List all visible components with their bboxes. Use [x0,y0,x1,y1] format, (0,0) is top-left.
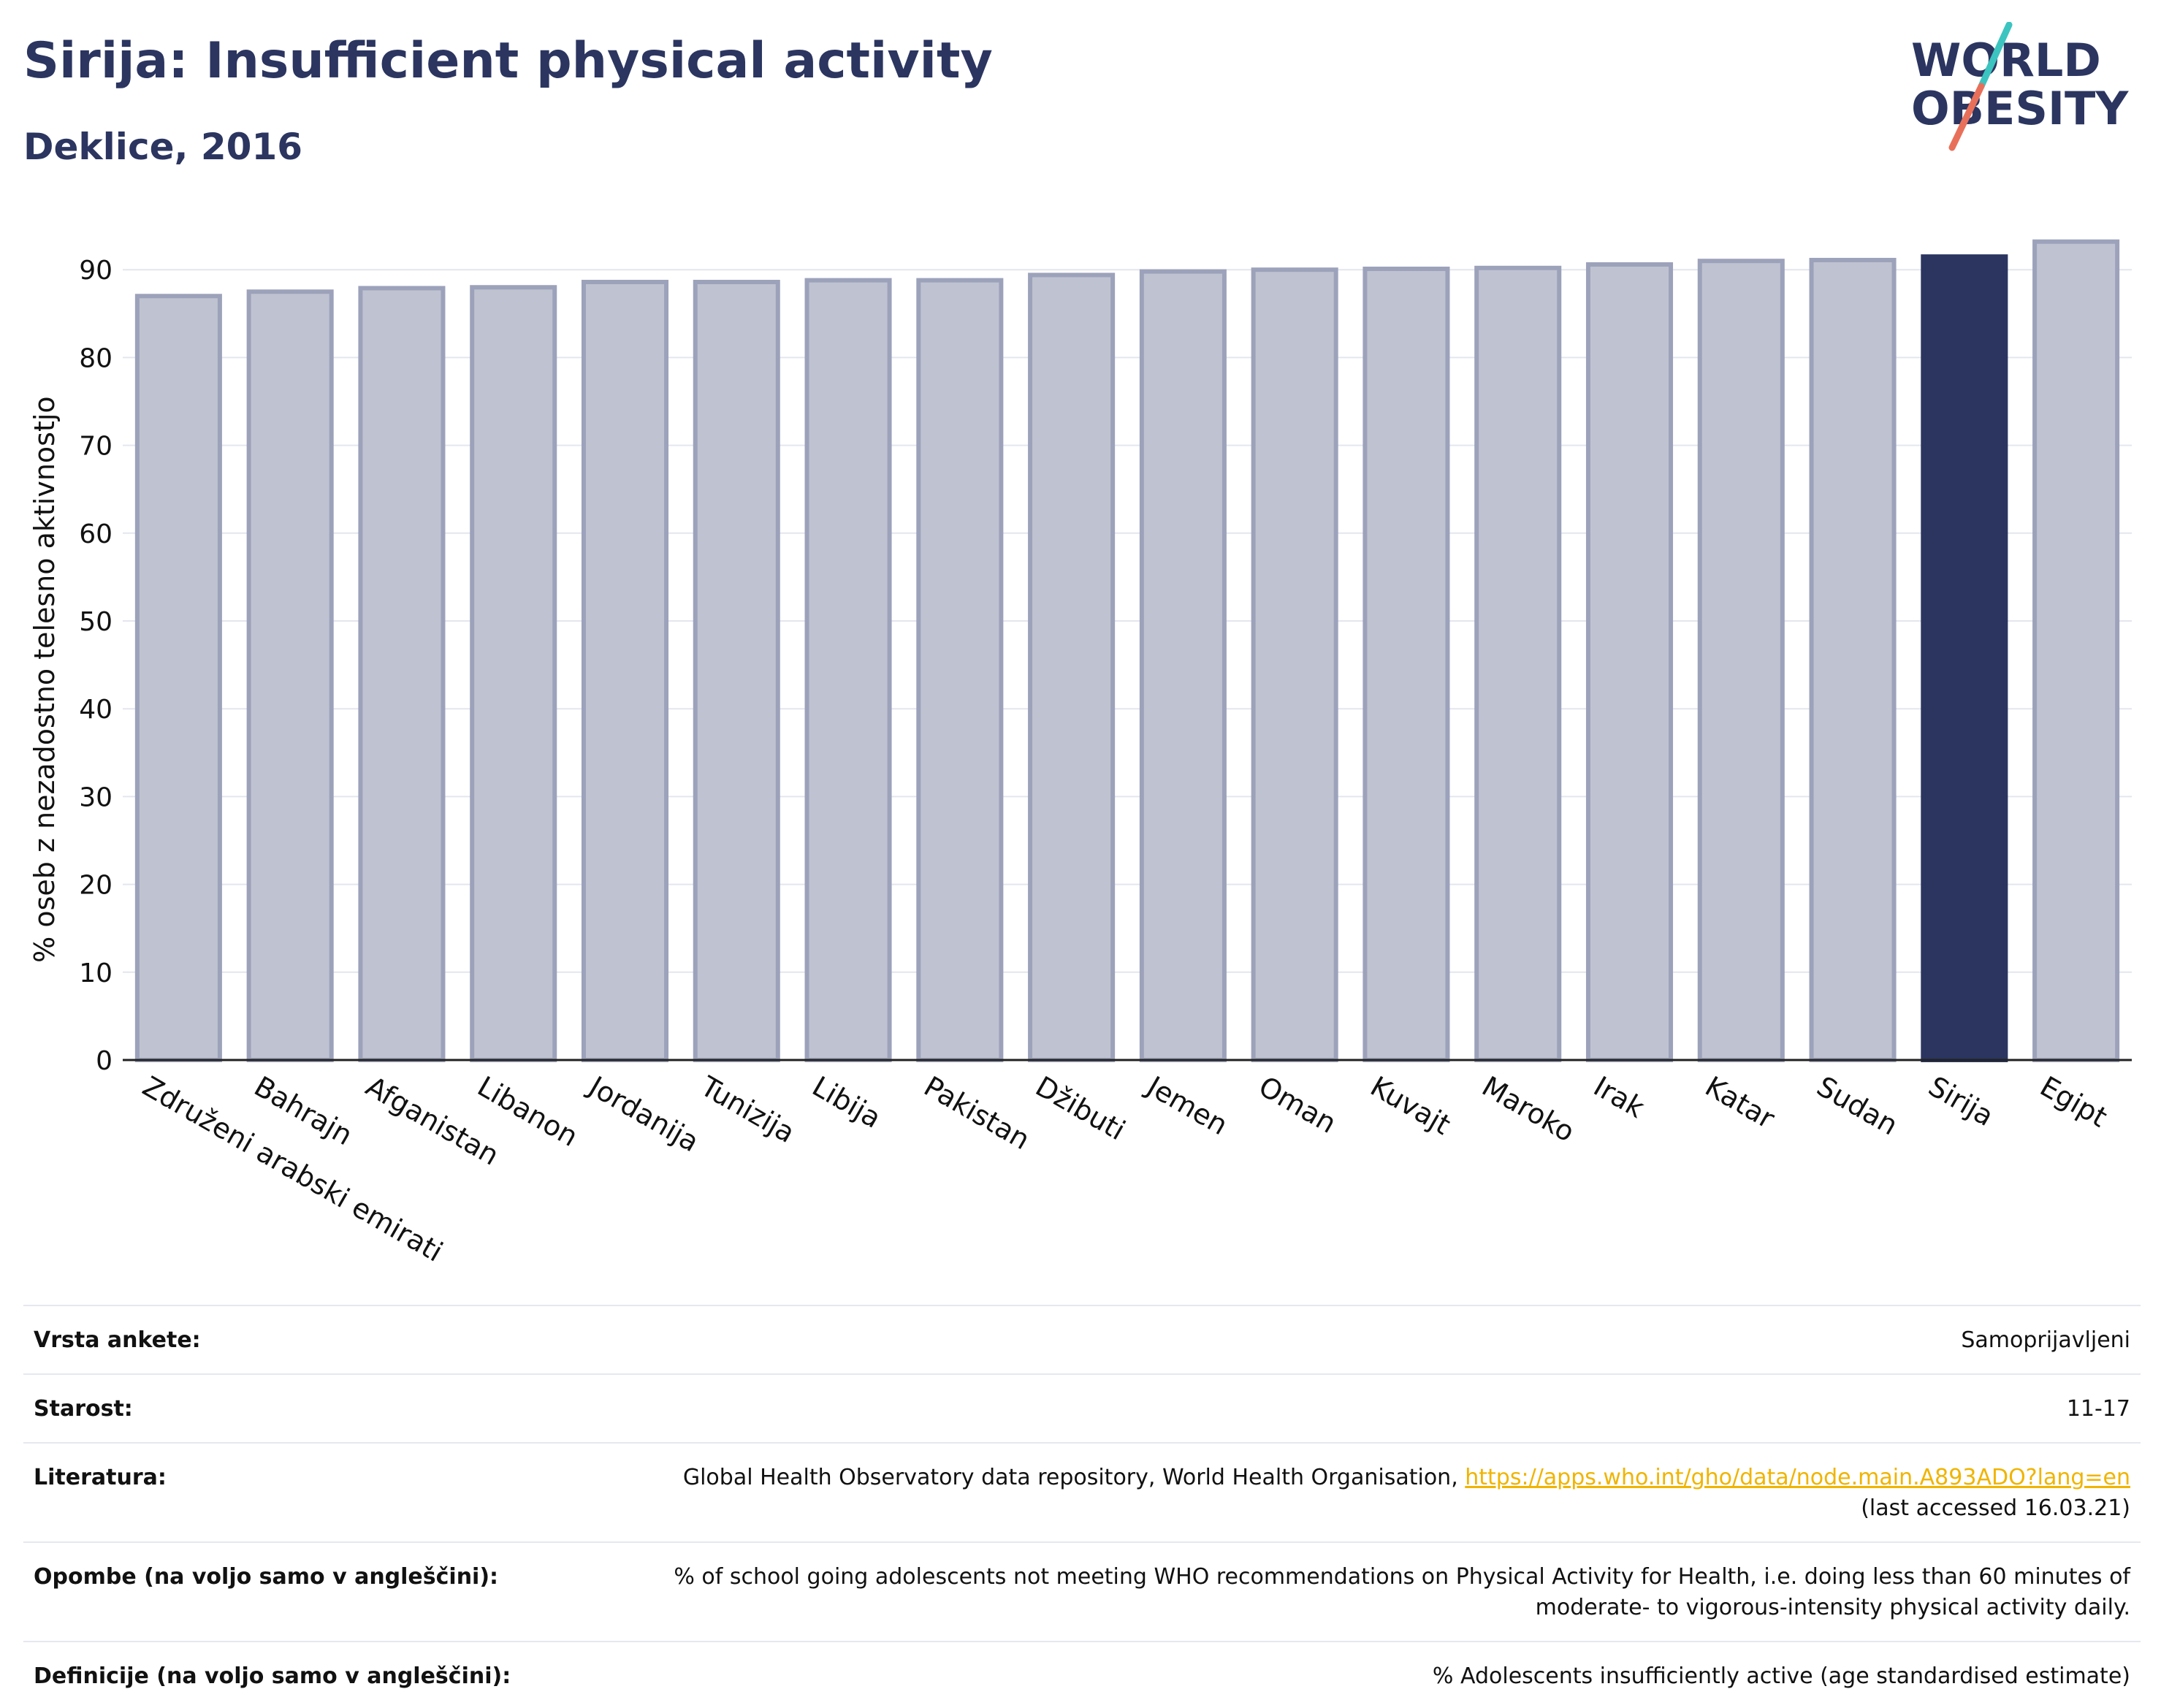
metadata-table: Vrsta ankete: Samoprijavljeni Starost: 1… [23,1305,2141,1708]
bar-katar [1697,259,1785,1062]
y-tick-label: 50 [79,607,113,637]
bar-sudan [1809,257,1897,1062]
meta-value: 11-17 [2066,1396,2130,1422]
meta-label: Literatura: [34,1465,167,1490]
x-tick-label: Katar [1700,1070,1780,1135]
meta-value: % Adolescents insufficiently active (age… [1432,1663,2130,1689]
chart-subtitle: Deklice, 2016 [23,126,303,168]
logo-text-obesity: OBESITY [1911,82,2129,135]
bar-zdru-eni-arabski-emirati [134,294,222,1062]
bar-d-ibuti [1028,272,1116,1062]
source-link[interactable]: https://apps.who.int/gho/data/node.main.… [1465,1465,2130,1490]
x-tick-label: Pakistan [918,1070,1035,1156]
bar-sirija [1921,254,2008,1062]
bar-oman [1251,267,1338,1063]
meta-row-age: Starost: 11-17 [23,1374,2141,1443]
bar-bahrajn [246,289,334,1062]
y-tick-label: 60 [79,519,113,549]
meta-label: Definicije (na voljo samo v angleščini): [34,1663,511,1689]
meta-row-notes: Opombe (na voljo samo v angleščini): % o… [23,1542,2141,1642]
bar-jemen [1139,269,1227,1062]
logo-slash-bottom [1948,83,1985,151]
y-tick-label: 30 [79,782,113,812]
bar-jordanija [581,280,669,1063]
y-tick-label: 70 [79,432,113,462]
meta-notes-line2: moderate- to vigorous-intensity physical… [1535,1595,2130,1620]
x-tick-label: Irak [1588,1070,1650,1124]
meta-source-text: Global Health Observatory data repositor… [682,1465,1466,1490]
x-tick-label: Egipt [2035,1070,2113,1134]
bar-kuvajt [1362,266,1450,1062]
x-tick-label: Sirija [1923,1070,1999,1132]
x-tick-label: Sudan [1812,1070,1904,1142]
y-tick-label: 10 [79,958,113,988]
logo-text-world: WORLD [1911,34,2101,87]
x-tick-label: Oman [1254,1070,1342,1140]
meta-accessed-text: (last accessed 16.03.21) [1861,1495,2130,1521]
bar-pakistan [916,278,1004,1062]
bar-maroko [1474,265,1562,1062]
y-tick-label: 80 [79,343,113,373]
meta-label: Starost: [34,1396,133,1422]
meta-label: Vrsta ankete: [34,1327,201,1353]
x-tick-label: Libija [807,1070,887,1135]
y-tick-label: 40 [79,695,113,725]
x-tick-label: Kuvajt [1365,1070,1455,1141]
bar-irak [1585,262,1674,1062]
x-tick-label: Maroko [1476,1070,1580,1148]
meta-value: % of school going adolescents not meetin… [549,1542,2141,1642]
bar-afganistan [358,286,446,1062]
x-tick-label: Džibuti [1030,1070,1131,1147]
bar-egipt [2032,239,2120,1063]
y-axis-label: % oseb z nezadostno telesno aktivnostjo [28,396,61,963]
logo-slash-top [1978,22,2013,90]
meta-notes-line1: % of school going adolescents not meetin… [674,1564,2130,1590]
meta-label: Opombe (na voljo samo v angleščini): [34,1564,499,1590]
meta-row-definitions: Definicije (na voljo samo v angleščini):… [23,1642,2141,1708]
y-tick-label: 0 [96,1046,113,1076]
x-tick-label: Tunizija [695,1070,801,1149]
y-axis-ticks: 0 10 20 30 40 50 60 70 80 90 [79,256,113,1076]
x-tick-label: Jemen [1140,1070,1233,1142]
y-tick-label: 20 [79,871,113,901]
bar-chart: 0 10 20 30 40 50 60 70 80 90 Združeni arabski emi… [28,239,2132,1268]
meta-row-literature: Literatura: Global Health Observatory da… [23,1443,2141,1542]
y-tick-label: 90 [79,256,113,286]
x-tick-label: Jordanija [582,1070,704,1159]
bar-libija [804,278,892,1062]
world-obesity-logo: WORLD OBESITY [1911,22,2129,151]
bars [134,239,2120,1063]
bar-libanon [470,285,557,1062]
bar-tunizija [693,280,780,1063]
chart-title: Sirija: Insufficient physical activity [23,32,993,90]
meta-row-survey-type: Vrsta ankete: Samoprijavljeni [23,1305,2141,1374]
meta-value: Samoprijavljeni [1961,1327,2130,1353]
meta-value: Global Health Observatory data repositor… [549,1443,2141,1542]
